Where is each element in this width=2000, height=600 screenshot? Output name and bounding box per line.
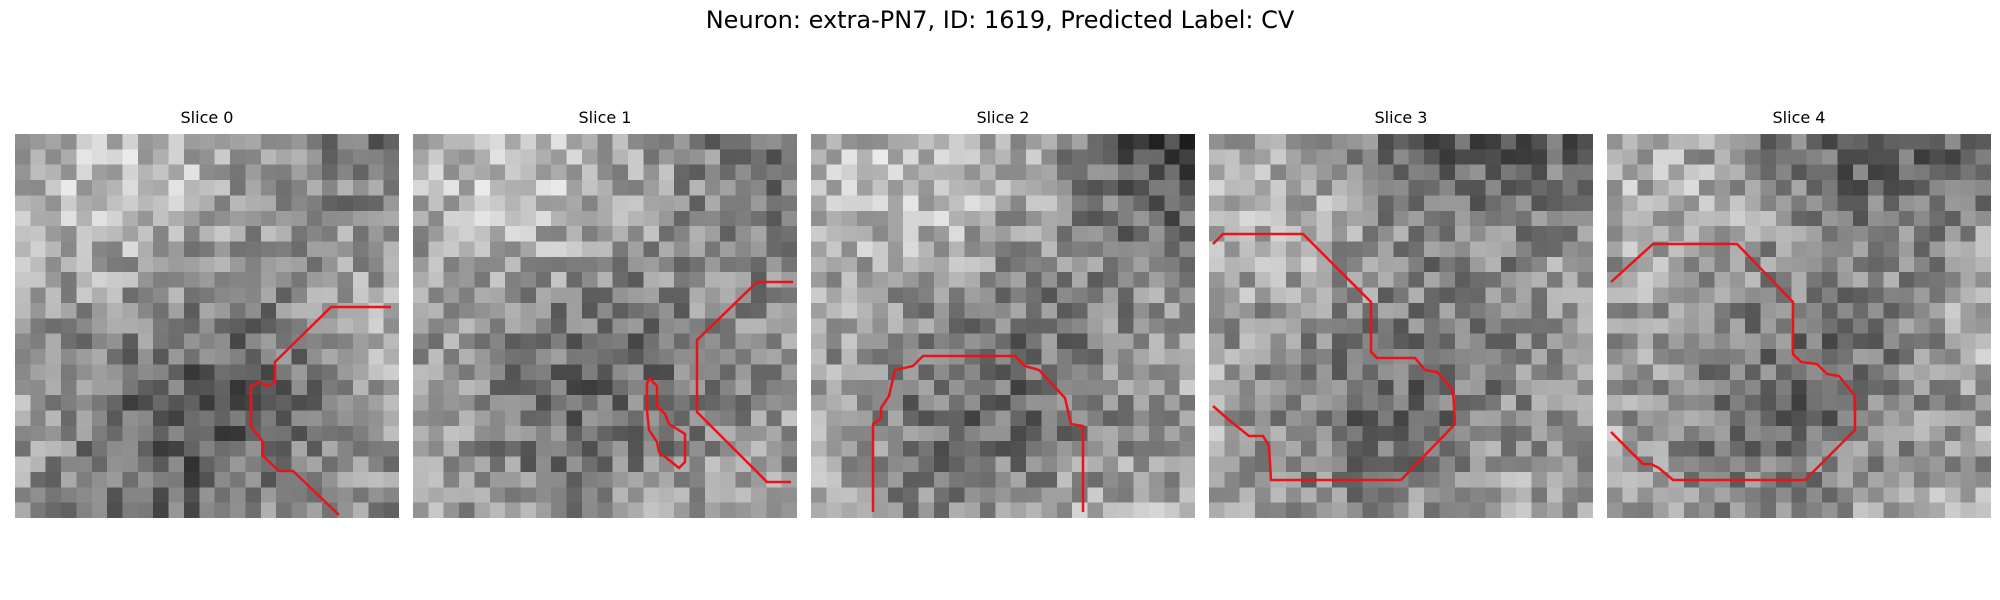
slice-3-image <box>1209 134 1593 518</box>
slice-1-image <box>413 134 797 518</box>
slice-3-contour <box>1212 232 1457 482</box>
slice-3-title: Slice 3 <box>1374 108 1428 127</box>
figure-title: Neuron: extra-PN7, ID: 1619, Predicted L… <box>705 6 1295 34</box>
slice-0-title: Slice 0 <box>180 108 234 127</box>
slice-1-title: Slice 1 <box>578 108 632 127</box>
slice-4-panel <box>1607 134 1991 518</box>
slice-0-contour <box>249 305 391 516</box>
slice-1-contour <box>645 280 793 484</box>
slice-0-image <box>15 134 399 518</box>
slice-4-title: Slice 4 <box>1772 108 1826 127</box>
slice-2-title: Slice 2 <box>976 108 1030 127</box>
slice-4-image <box>1607 134 1991 518</box>
slice-0-panel <box>15 134 399 518</box>
slice-4-contour <box>1610 242 1857 482</box>
slice-3-panel <box>1209 134 1593 518</box>
slice-2-contour <box>871 354 1085 512</box>
slice-1-panel <box>413 134 797 518</box>
slice-2-panel <box>811 134 1195 518</box>
slice-2-image <box>811 134 1195 518</box>
